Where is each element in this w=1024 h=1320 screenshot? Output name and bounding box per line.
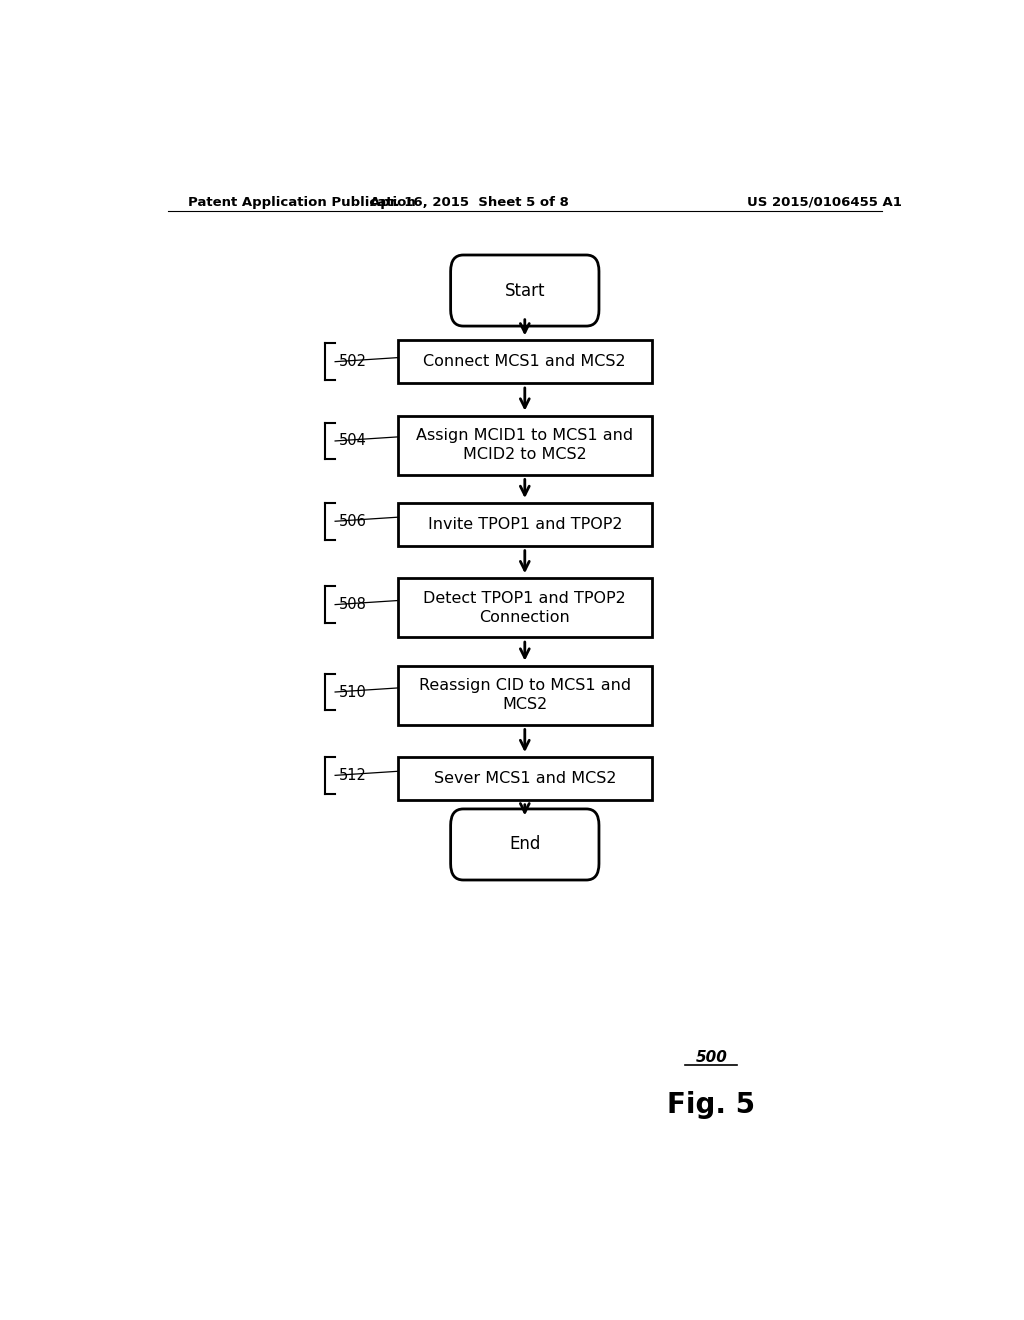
Text: Apr. 16, 2015  Sheet 5 of 8: Apr. 16, 2015 Sheet 5 of 8 — [370, 195, 568, 209]
Text: Connect MCS1 and MCS2: Connect MCS1 and MCS2 — [424, 354, 626, 370]
Bar — [397, 341, 651, 383]
Bar — [397, 503, 651, 545]
Text: End: End — [509, 836, 541, 854]
FancyBboxPatch shape — [451, 809, 599, 880]
Text: 512: 512 — [339, 768, 367, 783]
Text: 510: 510 — [339, 685, 367, 700]
Text: Patent Application Publication: Patent Application Publication — [187, 195, 416, 209]
Text: Fig. 5: Fig. 5 — [668, 1092, 756, 1119]
Text: Start: Start — [505, 281, 545, 300]
Bar — [397, 416, 651, 474]
Text: 508: 508 — [339, 597, 367, 612]
Text: Invite TPOP1 and TPOP2: Invite TPOP1 and TPOP2 — [428, 517, 622, 532]
FancyBboxPatch shape — [451, 255, 599, 326]
Text: US 2015/0106455 A1: US 2015/0106455 A1 — [748, 195, 902, 209]
Text: Detect TPOP1 and TPOP2
Connection: Detect TPOP1 and TPOP2 Connection — [424, 590, 626, 624]
Text: 500: 500 — [695, 1049, 727, 1065]
Text: 506: 506 — [339, 513, 367, 529]
Text: 502: 502 — [339, 354, 367, 370]
Text: Sever MCS1 and MCS2: Sever MCS1 and MCS2 — [433, 771, 616, 785]
Bar — [397, 578, 651, 638]
Text: Assign MCID1 to MCS1 and
MCID2 to MCS2: Assign MCID1 to MCS1 and MCID2 to MCS2 — [416, 428, 634, 462]
Bar — [397, 665, 651, 725]
Text: 504: 504 — [339, 433, 367, 449]
Text: Reassign CID to MCS1 and
MCS2: Reassign CID to MCS1 and MCS2 — [419, 678, 631, 713]
Bar — [397, 758, 651, 800]
